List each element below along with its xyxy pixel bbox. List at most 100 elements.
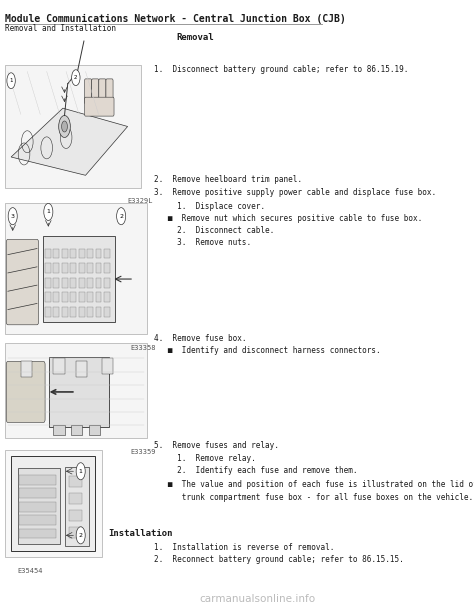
Bar [45,292,51,302]
FancyBboxPatch shape [49,357,109,427]
Bar [45,278,51,287]
Text: E33359: E33359 [131,449,156,455]
Bar [62,307,68,317]
Text: Removal and Installation: Removal and Installation [5,24,116,33]
Text: 2: 2 [119,214,123,219]
Bar [71,425,82,435]
Bar [19,475,56,485]
Text: 4.  Remove fuse box.: 4. Remove fuse box. [154,334,246,343]
Bar [87,307,93,317]
Bar [104,292,110,302]
Bar [70,248,76,258]
Circle shape [62,121,67,132]
Text: trunk compartment fuse box - for all fuse boxes on the vehicle.: trunk compartment fuse box - for all fus… [154,493,473,501]
Bar [70,278,76,287]
Text: 3.  Remove positive supply power cable and displace fuse box.: 3. Remove positive supply power cable an… [154,188,436,197]
Bar [69,476,82,487]
Bar [96,278,101,287]
Bar [69,527,82,538]
Bar [104,263,110,273]
Bar [44,237,115,322]
Bar [70,292,76,302]
FancyBboxPatch shape [91,79,99,104]
Bar [102,359,113,374]
Bar [62,248,68,258]
Bar [104,278,110,287]
Bar [96,263,101,273]
Bar [96,307,101,317]
Bar [79,263,84,273]
Text: 1: 1 [46,210,50,215]
FancyBboxPatch shape [84,97,114,116]
Circle shape [59,115,70,137]
Bar [87,292,93,302]
Bar [104,307,110,317]
Bar [11,456,95,550]
Bar [79,307,84,317]
Text: 2.  Disconnect cable.: 2. Disconnect cable. [154,226,274,235]
Text: Removal: Removal [177,33,214,42]
Text: 2.  Identify each fuse and remove them.: 2. Identify each fuse and remove them. [154,466,357,475]
Bar [79,292,84,302]
Bar [62,292,68,302]
FancyBboxPatch shape [106,79,113,104]
Text: 2: 2 [74,75,78,80]
Circle shape [76,463,85,480]
Bar [89,425,100,435]
Circle shape [44,204,53,221]
Bar [18,468,60,544]
Text: 1.  Remove relay.: 1. Remove relay. [154,454,255,463]
Text: 3: 3 [11,214,15,219]
Circle shape [8,208,17,225]
Text: 5.  Remove fuses and relay.: 5. Remove fuses and relay. [154,441,278,450]
Text: E33358: E33358 [131,345,156,351]
Text: 1: 1 [9,78,13,83]
Bar [21,362,32,376]
Circle shape [7,73,15,89]
Bar [62,263,68,273]
Bar [19,489,56,498]
Bar [96,248,101,258]
Bar [87,263,93,273]
Bar [69,493,82,504]
Bar [19,515,56,525]
Bar [54,278,59,287]
Bar [54,292,59,302]
Bar [87,248,93,258]
Bar [45,263,51,273]
Text: 1.  Disconnect battery ground cable; refer to 86.15.19.: 1. Disconnect battery ground cable; refe… [154,66,408,74]
Text: ■  The value and position of each fuse is illustrated on the lid of the: ■ The value and position of each fuse is… [154,481,474,489]
Text: ■  Remove nut which secures positive cable to fuse box.: ■ Remove nut which secures positive cabl… [154,214,422,223]
Text: 1.  Displace cover.: 1. Displace cover. [154,202,264,210]
Bar [96,292,101,302]
FancyBboxPatch shape [65,467,90,546]
Bar [54,307,59,317]
Bar [45,248,51,258]
Bar [5,450,102,557]
Text: 3.  Remove nuts.: 3. Remove nuts. [154,238,251,247]
Bar [53,359,64,374]
Text: E35454: E35454 [18,568,43,574]
Bar [76,362,87,376]
Bar [54,248,59,258]
Circle shape [72,70,80,86]
Bar [62,278,68,287]
FancyBboxPatch shape [6,362,45,422]
Bar [69,510,82,521]
Bar [70,307,76,317]
Bar [54,263,59,273]
Bar [19,502,56,511]
Circle shape [117,208,126,225]
Polygon shape [11,108,128,175]
Circle shape [76,527,85,544]
Bar [70,263,76,273]
Text: ■  Identify and disconnect harness connectors.: ■ Identify and disconnect harness connec… [154,346,380,355]
Bar [19,528,56,538]
Bar [5,66,141,188]
FancyBboxPatch shape [6,239,38,325]
Bar [53,425,64,435]
Text: 1.  Installation is reverse of removal.: 1. Installation is reverse of removal. [154,543,334,552]
FancyBboxPatch shape [99,79,106,104]
Bar [79,248,84,258]
Bar [104,248,110,258]
